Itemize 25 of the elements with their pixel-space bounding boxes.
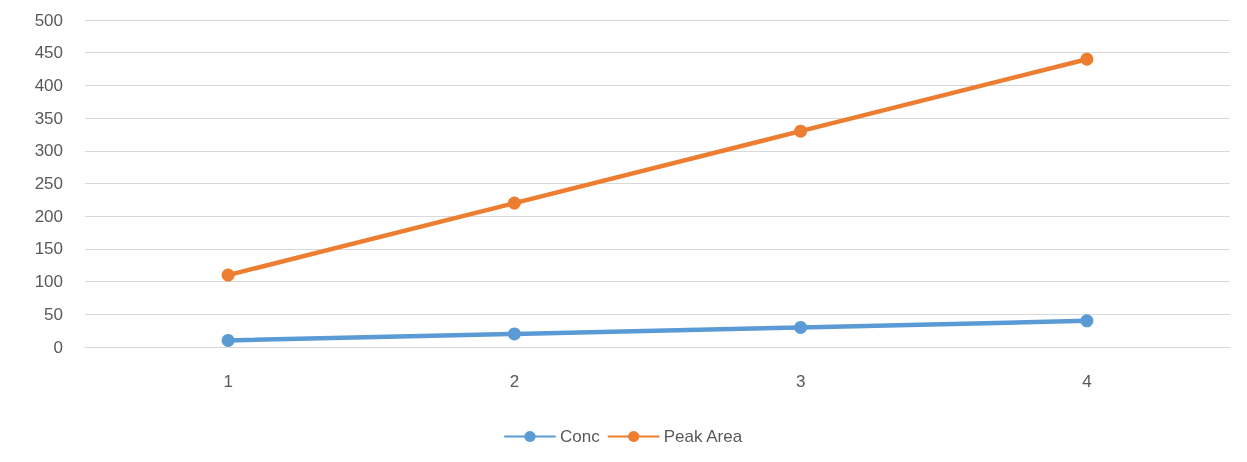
x-tick-label: 2 <box>509 372 520 391</box>
point <box>794 124 808 138</box>
y-tick-label: 350 <box>34 108 63 128</box>
point <box>507 327 521 341</box>
legend-label: Peak Area <box>663 427 743 446</box>
point <box>221 333 235 347</box>
x-tick-label: 4 <box>1082 372 1092 391</box>
y-tick-label: 200 <box>34 206 63 226</box>
point <box>221 268 235 282</box>
y-tick-label: 450 <box>34 43 63 63</box>
y-tick-label: 250 <box>34 174 63 193</box>
legend-label: Conc <box>559 427 601 446</box>
y-tick-label: 100 <box>34 272 63 292</box>
x-tick-label: 3 <box>795 372 806 391</box>
point <box>1080 314 1094 328</box>
y-tick-label: 400 <box>34 75 63 95</box>
x-tick-label: 1 <box>223 372 233 391</box>
y-tick-label: 150 <box>34 239 63 259</box>
y-tick-label: 0 <box>53 337 63 357</box>
point <box>507 196 521 210</box>
y-tick-label: 300 <box>34 141 63 161</box>
y-tick-label: 50 <box>44 304 63 324</box>
point <box>1080 52 1094 66</box>
y-tick-label: 500 <box>34 10 63 30</box>
point <box>794 320 808 334</box>
